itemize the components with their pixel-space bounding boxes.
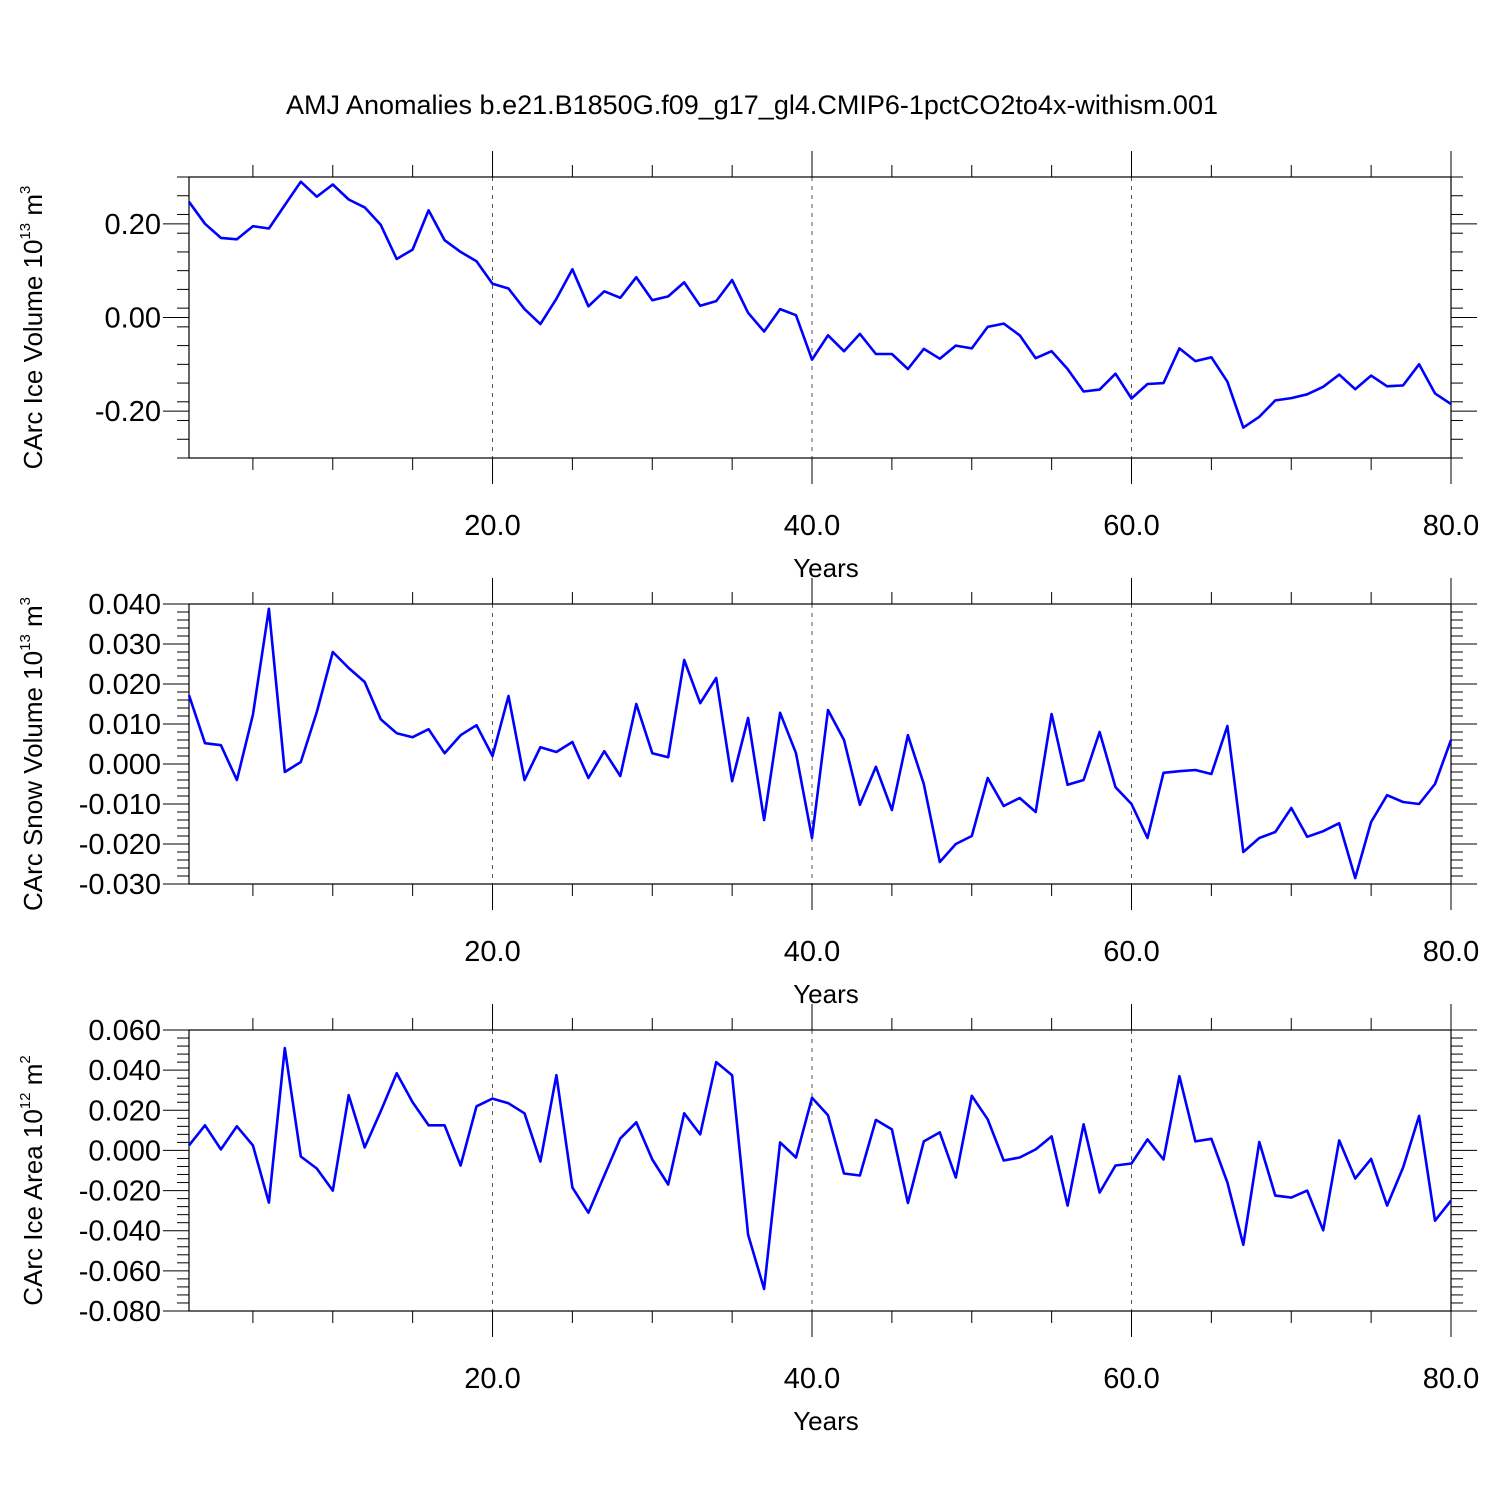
plot-frame [188, 603, 1452, 885]
y-tick-label: 0.040 [88, 1055, 161, 1087]
y-tick-label: 0.000 [88, 1135, 161, 1167]
x-tick-label: 40.0 [784, 936, 840, 968]
chart-panel-2: 0.040 0.030 0.020 0.010 0.000 -0.010 -0.020 -0.… [17, 578, 1479, 1009]
chart-panel-1: 0.20 0.00 -0.20 20.0 40.0 60.0 80.0 Years CArc I… [17, 151, 1479, 583]
x-axis-label: Years [793, 979, 859, 1009]
x-axis-label: Years [793, 553, 859, 583]
plot-frame [188, 1029, 1452, 1312]
y-tick-label: -0.020 [79, 1176, 161, 1208]
x-tick-label: 60.0 [1103, 510, 1159, 542]
y-tick-label: -0.040 [79, 1216, 161, 1248]
series-line [187, 607, 1453, 880]
y-tick-label: 0.020 [88, 669, 161, 701]
y-tick-label: -0.080 [79, 1296, 161, 1328]
panels: 0.20 0.00 -0.20 20.0 40.0 60.0 80.0 Years CArc I… [17, 151, 1479, 1436]
x-tick-label: 20.0 [464, 1363, 520, 1395]
x-tick-label: 40.0 [784, 1363, 840, 1395]
series-line [187, 1046, 1453, 1291]
x-tick-label: 80.0 [1423, 1363, 1479, 1395]
y-tick-label: 0.20 [105, 209, 161, 241]
chart-panel-3: 0.060 0.040 0.020 0.000 -0.020 -0.040 -0.060 -0… [17, 1004, 1479, 1436]
y-tick-label: -0.20 [95, 396, 161, 428]
y-axis-label: CArc Ice Volume 1013 m3 [17, 186, 48, 470]
x-tick-label: 20.0 [464, 936, 520, 968]
x-tick-label: 60.0 [1103, 1363, 1159, 1395]
y-tick-label: 0.030 [88, 629, 161, 661]
y-tick-label: 0.060 [88, 1015, 161, 1047]
y-tick-label: -0.020 [79, 829, 161, 861]
y-tick-label: 0.00 [105, 303, 161, 335]
y-tick-label: 0.020 [88, 1095, 161, 1127]
x-tick-label: 80.0 [1423, 936, 1479, 968]
y-axis-label: CArc Snow Volume 1013 m3 [17, 597, 48, 911]
x-tick-label: 40.0 [784, 510, 840, 542]
series-line [187, 180, 1452, 429]
y-tick-label: -0.060 [79, 1256, 161, 1288]
y-tick-label: -0.010 [79, 789, 161, 821]
y-axis-label: CArc Ice Area 1012 m2 [17, 1055, 48, 1305]
y-tick-label: 0.040 [88, 589, 161, 621]
y-tick-label: 0.000 [88, 749, 161, 781]
x-tick-label: 80.0 [1423, 510, 1479, 542]
y-tick-label: 0.010 [88, 709, 161, 741]
figure-title: AMJ Anomalies b.e21.B1850G.f09_g17_gl4.C… [286, 90, 1218, 120]
x-tick-label: 60.0 [1103, 936, 1159, 968]
x-axis-label: Years [793, 1406, 859, 1436]
y-tick-label: -0.030 [79, 869, 161, 901]
x-tick-label: 20.0 [464, 510, 520, 542]
